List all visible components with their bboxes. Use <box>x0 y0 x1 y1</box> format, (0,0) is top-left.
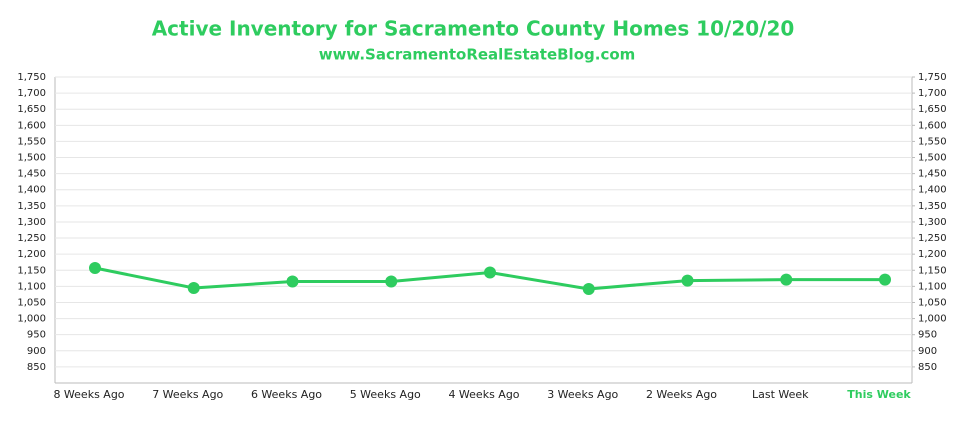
y-tick-label: 1,400 <box>17 185 46 196</box>
point <box>187 281 200 294</box>
point <box>582 282 595 295</box>
point <box>780 273 793 286</box>
point <box>89 262 101 275</box>
y2-tick-label: 950 <box>918 330 937 341</box>
y-tick-label: 1,750 <box>17 72 46 83</box>
y2-tick-label: 1,300 <box>918 217 947 228</box>
y-tick-label: 1,500 <box>17 153 46 164</box>
x-tick-label: This Week <box>847 388 911 401</box>
point <box>484 266 496 279</box>
y2-tick-label: 1,650 <box>918 104 947 115</box>
y-tick-label: 1,050 <box>17 297 46 308</box>
y2-tick-label: 1,600 <box>918 120 947 131</box>
y-tick-label: 1,150 <box>17 265 46 276</box>
x-tick-label: 8 Weeks Ago <box>53 388 124 401</box>
y-tick-label: 1,100 <box>17 281 46 292</box>
y2-tick-label: 1,100 <box>918 281 947 292</box>
chart-subtitle: www.SacramentoRealEstateBlog.com <box>319 46 636 64</box>
point <box>286 275 299 288</box>
y-tick-label: 1,650 <box>17 104 46 115</box>
y-tick-label: 850 <box>27 362 46 373</box>
y-tick-label: 1,700 <box>17 88 46 99</box>
y2-tick-label: 1,700 <box>918 88 947 99</box>
y-tick-label: 900 <box>27 346 46 357</box>
y2-tick-label: 1,550 <box>918 136 947 147</box>
y2-tick-label: 850 <box>918 362 937 373</box>
x-tick-label: 7 Weeks Ago <box>152 388 223 401</box>
y2-tick-label: 1,200 <box>918 249 947 260</box>
y2-tick-label: 900 <box>918 346 937 357</box>
y-tick-label: 1,350 <box>17 201 46 212</box>
y-tick-label: 1,600 <box>17 120 46 131</box>
y-tick-label: 1,450 <box>17 169 46 180</box>
chart-title: Active Inventory for Sacramento County H… <box>152 17 795 41</box>
y-tick-label: 1,200 <box>17 249 46 260</box>
y2-tick-label: 1,500 <box>918 153 947 164</box>
y2-tick-label: 1,000 <box>918 314 947 325</box>
x-tick-label: 5 Weeks Ago <box>350 388 421 401</box>
y-tick-label: 1,300 <box>17 217 46 228</box>
y2-tick-label: 1,400 <box>918 185 947 196</box>
x-tick-label: Last Week <box>752 388 809 401</box>
y2-tick-label: 1,150 <box>918 265 947 276</box>
y-tick-label: 1,250 <box>17 233 46 244</box>
x-tick-label: 2 Weeks Ago <box>646 388 717 401</box>
point <box>385 275 398 288</box>
x-tick-label: 4 Weeks Ago <box>448 388 519 401</box>
y2-tick-label: 1,250 <box>918 233 947 244</box>
y-tick-label: 1,550 <box>17 136 46 147</box>
y-tick-label: 950 <box>27 330 46 341</box>
y-tick-label: 1,000 <box>17 314 46 325</box>
y2-tick-label: 1,050 <box>918 297 947 308</box>
point <box>879 273 891 286</box>
y2-tick-label: 1,350 <box>918 201 947 212</box>
x-tick-label: 6 Weeks Ago <box>251 388 322 401</box>
x-tick-label: 3 Weeks Ago <box>547 388 618 401</box>
y2-tick-label: 1,750 <box>918 72 947 83</box>
point <box>681 274 694 287</box>
y2-tick-label: 1,450 <box>918 169 947 180</box>
